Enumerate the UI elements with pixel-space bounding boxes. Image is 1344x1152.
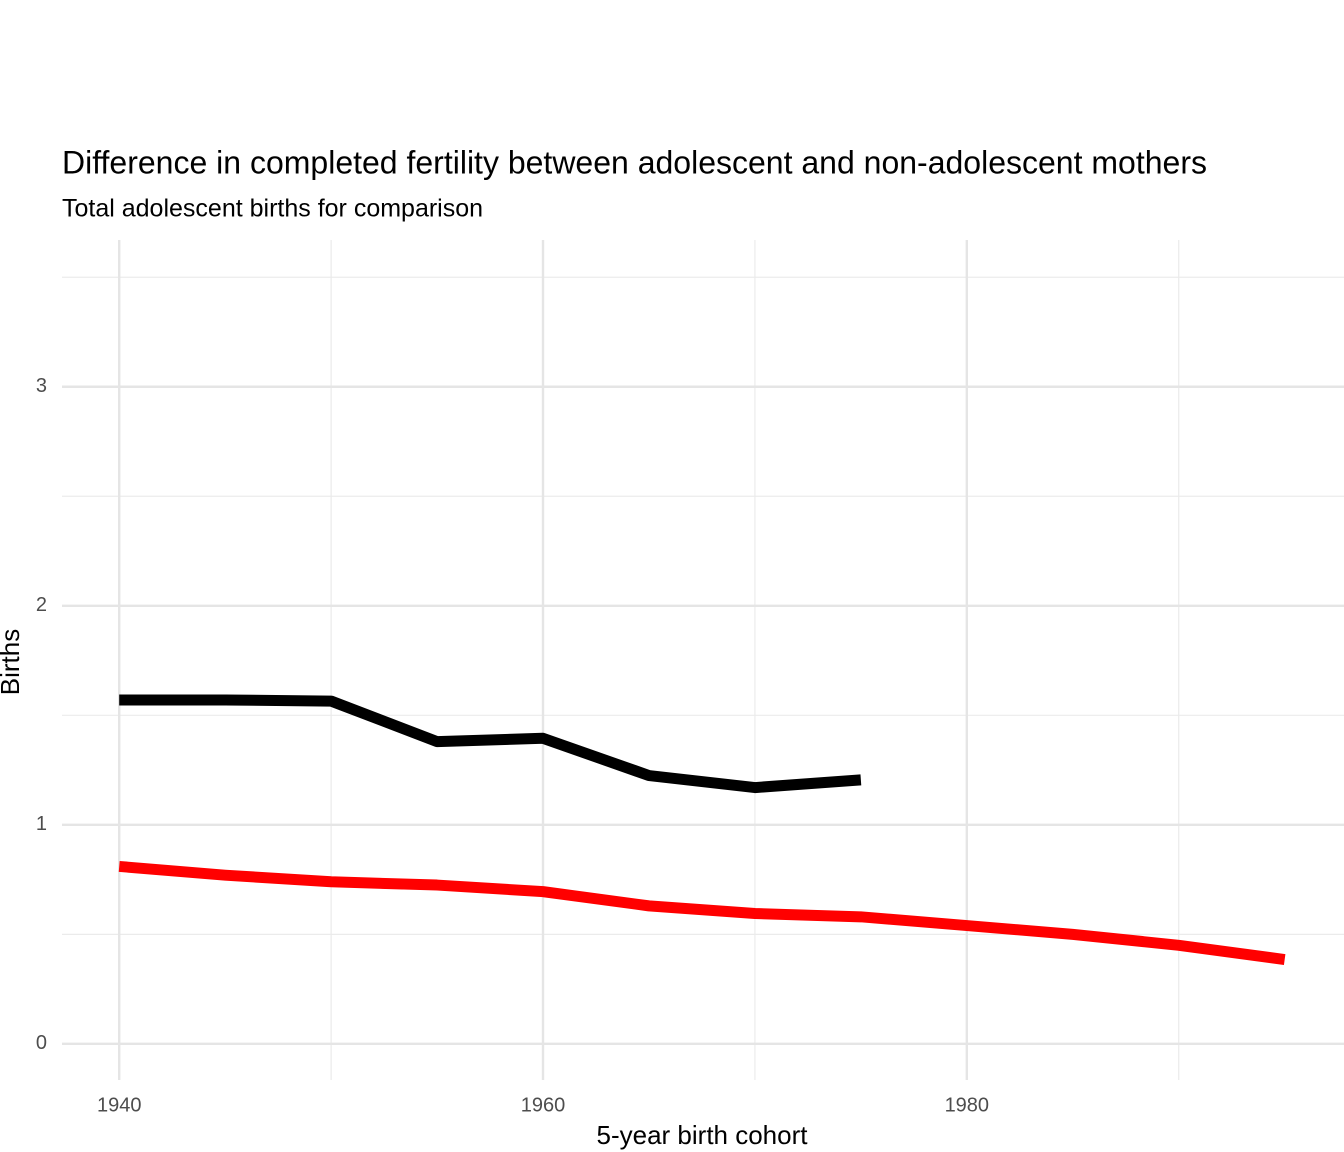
y-tick-label: 2 bbox=[36, 594, 47, 616]
chart-title: Difference in completed fertility betwee… bbox=[62, 144, 1207, 180]
x-tick-label: 1940 bbox=[97, 1094, 142, 1116]
y-tick-label: 1 bbox=[36, 813, 47, 835]
x-tick-label: 1960 bbox=[521, 1094, 566, 1116]
y-tick-label: 3 bbox=[36, 375, 47, 397]
line-series bbox=[119, 694, 862, 794]
line-series bbox=[118, 860, 1286, 965]
y-axis-label: Births bbox=[0, 629, 25, 695]
chart-subtitle: Total adolescent births for comparison bbox=[62, 195, 483, 223]
y-tick-label: 0 bbox=[36, 1032, 47, 1054]
x-tick-label: 1980 bbox=[945, 1094, 990, 1116]
x-axis-label: 5-year birth cohort bbox=[597, 1120, 809, 1150]
